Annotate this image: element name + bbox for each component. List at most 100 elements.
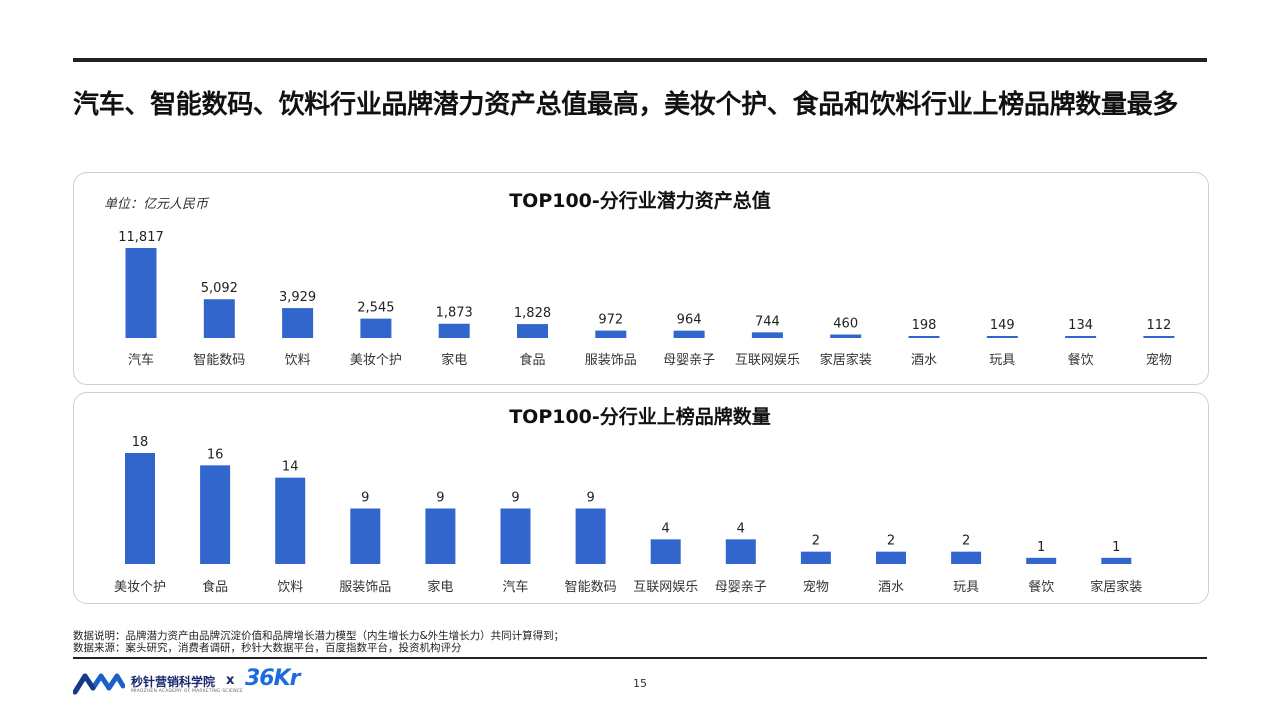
category-label-count-8: 母婴亲子 [715,580,767,595]
category-label-asset-0: 汽车 [128,352,154,368]
category-label-asset-8: 互联网娱乐 [735,353,800,368]
data-note-description: 数据说明：品牌潜力资产由品牌沉淀价值和品牌增长潜力模型（内生增长力&外生增长力）… [73,630,565,642]
bar-asset-13 [1143,336,1175,338]
mz-wave-logo-icon [73,673,125,695]
data-label-count-11: 2 [962,534,970,549]
bar-count-4 [425,508,456,564]
org-subtitle: MIAOZHEN ACADEMY OF MARKETING SCIENCE [131,689,244,694]
data-label-count-12: 1 [1037,540,1045,555]
category-label-count-10: 酒水 [878,580,904,595]
bar-count-3 [350,508,381,564]
page-title: 汽车、智能数码、饮料行业品牌潜力资产总值最高，美妆个护、食品和饮料行业上榜品牌数… [73,90,1179,120]
data-notes: 数据说明：品牌潜力资产由品牌沉淀价值和品牌增长潜力模型（内生增长力&外生增长力）… [73,630,564,654]
data-label-asset-11: 149 [990,318,1015,333]
category-label-count-3: 服装饰品 [339,580,391,595]
data-label-count-3: 9 [361,491,369,506]
bar-count-2 [275,477,306,564]
category-label-asset-2: 饮料 [285,353,311,368]
bar-count-12 [1026,557,1057,564]
category-label-asset-1: 智能数码 [193,353,245,368]
bar-asset-9 [830,334,862,338]
chart-panel-brand-count [73,392,1209,604]
data-label-asset-7: 964 [677,313,702,328]
bar-asset-7 [673,330,705,338]
data-label-asset-13: 112 [1146,318,1171,333]
data-label-asset-2: 3,929 [279,290,316,305]
data-label-asset-8: 744 [755,314,780,329]
data-label-asset-1: 5,092 [201,281,238,296]
bar-asset-12 [1065,336,1097,338]
data-label-count-4: 9 [436,491,444,506]
bar-count-5 [500,508,531,564]
data-label-count-2: 14 [282,460,299,475]
bar-count-7 [650,539,681,564]
chart-unit-label: 单位：亿元人民币 [104,197,209,212]
bar-count-0 [125,453,155,564]
category-label-asset-11: 玩具 [989,353,1015,368]
chart-title-brand-count: TOP100-分行业上榜品牌数量 [509,406,771,428]
bar-asset-4 [438,323,470,338]
data-label-count-9: 2 [812,534,820,549]
bar-count-13 [1101,557,1132,564]
category-label-count-11: 玩具 [953,580,979,595]
category-label-count-12: 餐饮 [1028,579,1054,595]
category-label-count-1: 食品 [202,579,228,595]
category-label-asset-3: 美妆个护 [350,353,402,368]
data-label-asset-12: 134 [1068,318,1093,333]
category-label-asset-12: 餐饮 [1068,352,1094,368]
category-label-count-0: 美妆个护 [114,580,166,595]
category-label-count-5: 汽车 [502,579,528,595]
category-label-asset-13: 宠物 [1146,352,1172,368]
data-label-count-13: 1 [1112,540,1120,555]
bar-count-10 [876,551,906,564]
data-label-count-7: 4 [662,521,670,536]
collab-separator: x [226,673,235,688]
bar-count-8 [725,539,756,564]
data-label-count-10: 2 [887,534,895,549]
data-note-source: 数据来源：案头研究，消费者调研，秒针大数据平台，百度指数平台，投资机构评分 [73,642,462,654]
bar-asset-5 [517,324,548,338]
bar-asset-2 [282,308,314,338]
category-label-count-2: 饮料 [277,580,303,595]
category-label-count-13: 家居家装 [1090,579,1142,595]
data-label-asset-0: 11,817 [118,230,164,245]
data-label-asset-6: 972 [598,313,623,328]
bar-count-1 [200,465,231,564]
bar-asset-3 [360,318,392,338]
bar-count-11 [951,551,982,564]
chart-panel-asset-value [73,172,1209,385]
page-number: 15 [633,677,647,690]
bar-asset-1 [203,299,235,338]
bottom-divider [73,657,1207,659]
data-label-count-6: 9 [586,491,594,506]
org-name: 秒针营销科学院 [131,675,216,689]
bar-asset-10 [908,336,940,338]
bar-count-9 [800,551,831,564]
data-label-asset-3: 2,545 [357,301,394,316]
category-label-count-7: 互联网娱乐 [633,580,698,595]
category-label-asset-6: 服装饰品 [585,353,637,368]
data-label-asset-4: 1,873 [436,306,473,321]
partner-logo-36kr: 36Kr [245,666,301,691]
bar-asset-6 [595,330,627,338]
category-label-asset-10: 酒水 [911,353,937,368]
data-label-asset-5: 1,828 [514,306,551,321]
bar-asset-8 [751,332,783,338]
chart-title-asset-value: TOP100-分行业潜力资产总值 [509,190,771,212]
bar-count-6 [575,508,606,564]
data-label-asset-10: 198 [912,318,937,333]
category-label-asset-4: 家电 [441,352,467,368]
category-label-asset-7: 母婴亲子 [663,353,715,368]
category-label-count-6: 智能数码 [565,580,617,595]
data-label-count-0: 18 [132,435,149,450]
bar-asset-11 [986,336,1018,338]
top-divider [73,58,1207,62]
data-label-count-1: 16 [207,447,224,462]
category-label-asset-9: 家居家装 [820,352,872,368]
category-label-count-9: 宠物 [803,579,829,595]
bar-asset-0 [125,248,157,338]
category-label-asset-5: 食品 [519,352,545,368]
data-label-count-8: 4 [737,521,745,536]
